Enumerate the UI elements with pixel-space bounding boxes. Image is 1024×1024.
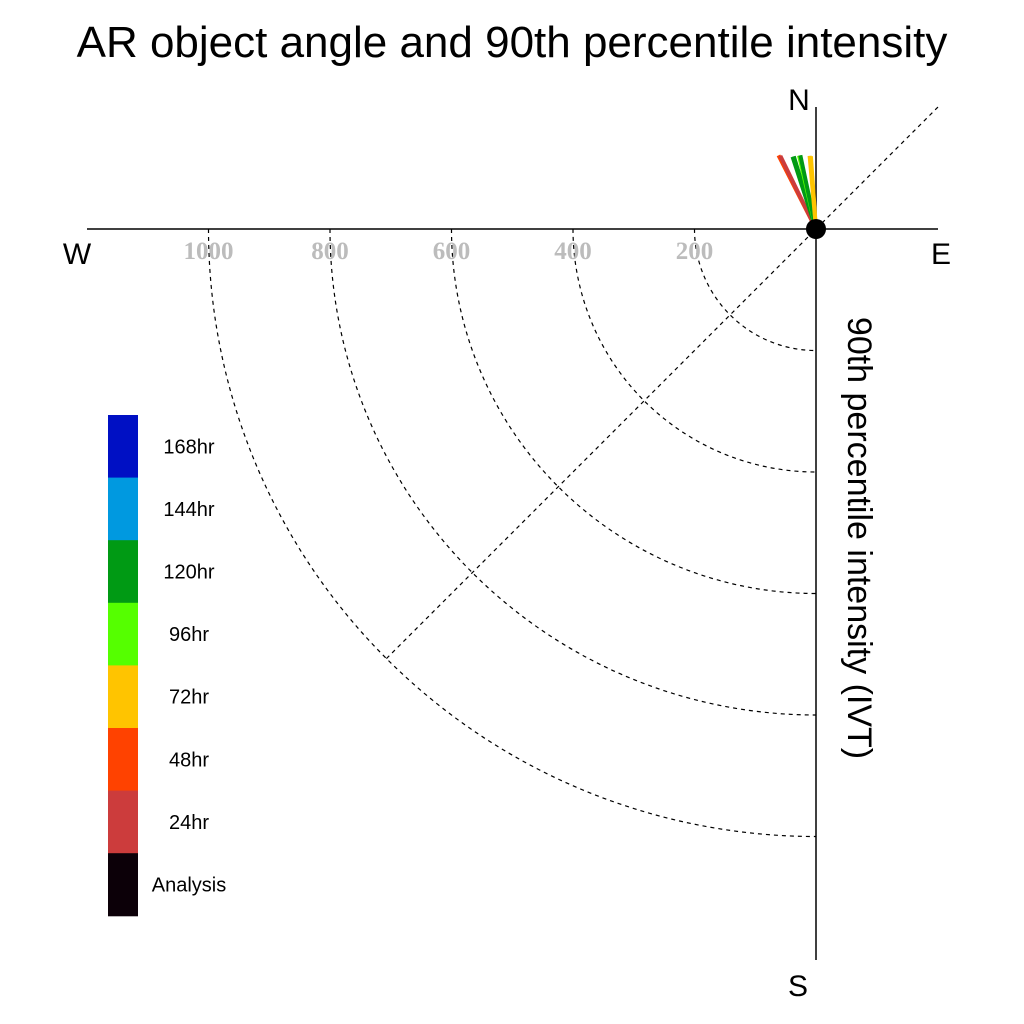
tick-label-200: 200	[676, 238, 714, 265]
legend: 168hr 144hr 120hr 96hr 72hr 48hr 24hr Analysis	[108, 415, 226, 917]
origin-marker	[806, 219, 826, 239]
legend-swatch-168hr	[108, 415, 138, 479]
legend-label-48hr: 48hr	[169, 749, 209, 771]
legend-label-96hr: 96hr	[169, 624, 209, 646]
legend-label-analysis: Analysis	[152, 875, 226, 897]
angle-series	[776, 154, 818, 230]
legend-label-72hr: 72hr	[169, 687, 209, 709]
tick-label-600: 600	[433, 238, 471, 265]
legend-label-24hr: 24hr	[169, 812, 209, 834]
legend-swatch-120hr	[108, 540, 138, 604]
series-line-72hr-7	[808, 156, 818, 230]
legend-swatch-analysis	[108, 853, 138, 917]
legend-label-168hr: 168hr	[163, 436, 214, 458]
tick-label-400: 400	[554, 238, 592, 265]
compass-south-label: S	[788, 970, 808, 1003]
radial-tick-labels: 200 400 600 800 1000	[184, 238, 714, 265]
legend-swatch-24hr	[108, 790, 138, 854]
legend-label-120hr: 120hr	[163, 562, 214, 584]
legend-swatch-96hr	[108, 602, 138, 666]
compass-east-label: E	[931, 238, 951, 271]
compass-west-label: W	[63, 238, 92, 271]
legend-swatch-144hr	[108, 477, 138, 541]
radial-axis-title: 90th percentile intensity (IVT)	[840, 317, 878, 759]
tick-label-1000: 1000	[184, 238, 234, 265]
grid-ring-800	[329, 228, 817, 716]
legend-swatch-72hr	[108, 665, 138, 729]
radial-grid	[207, 106, 939, 838]
grid-diagonal-nw-se	[386, 106, 939, 659]
legend-swatch-48hr	[108, 728, 138, 792]
legend-label-144hr: 144hr	[163, 499, 214, 521]
chart-title: AR object angle and 90th percentile inte…	[77, 18, 948, 67]
grid-ring-1000	[207, 228, 817, 838]
tick-label-800: 800	[311, 238, 349, 265]
compass-north-label: N	[788, 84, 810, 117]
grid-ring-200	[693, 228, 817, 352]
